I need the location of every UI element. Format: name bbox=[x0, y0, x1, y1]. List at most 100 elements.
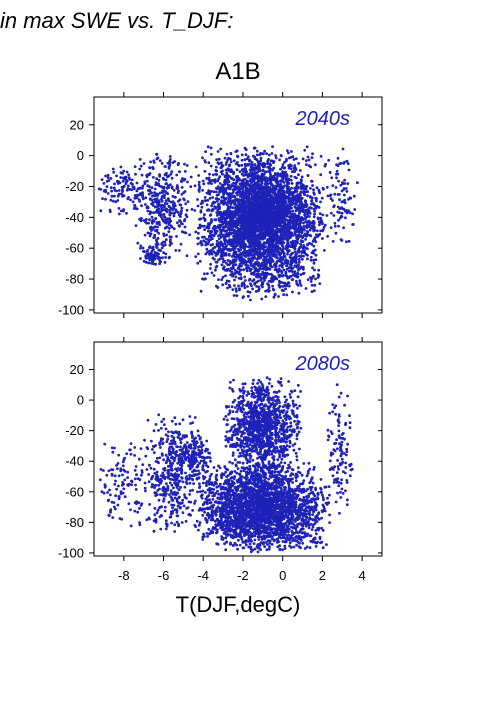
scatter-point bbox=[299, 242, 302, 246]
scatter-point bbox=[216, 252, 220, 256]
scatter-point bbox=[141, 195, 145, 199]
scatter-point bbox=[242, 192, 246, 196]
plot-frame bbox=[93, 96, 383, 314]
scatter-point bbox=[160, 203, 164, 207]
scatter-point bbox=[194, 255, 198, 258]
scatter-point bbox=[283, 220, 287, 224]
scatter-point bbox=[243, 205, 247, 209]
scatter-point bbox=[284, 199, 287, 203]
scatter-point bbox=[289, 216, 292, 220]
scatter-point bbox=[278, 268, 282, 272]
scatter-point bbox=[289, 178, 293, 182]
scatter-point bbox=[306, 233, 309, 237]
scatter-point bbox=[229, 266, 233, 270]
scatter-point bbox=[294, 222, 298, 226]
scatter-point bbox=[265, 189, 268, 193]
scatter-point bbox=[162, 244, 166, 248]
scatter-point bbox=[155, 209, 159, 213]
scatter-point bbox=[174, 208, 178, 212]
scatter-point bbox=[299, 185, 303, 189]
scatter-point bbox=[302, 244, 305, 247]
scatter-point bbox=[346, 162, 350, 166]
scatter-point bbox=[113, 194, 116, 198]
scatter-point bbox=[284, 213, 288, 216]
scatter-point bbox=[337, 218, 340, 222]
scatter-point bbox=[261, 218, 265, 222]
scatter-point bbox=[312, 219, 315, 223]
scatter-point bbox=[237, 284, 240, 288]
scatter-point bbox=[257, 207, 260, 211]
scatter-point bbox=[297, 186, 300, 190]
scatter-point bbox=[178, 249, 181, 252]
scatter-point bbox=[268, 162, 272, 166]
scatter-point bbox=[209, 164, 213, 168]
scatter-point bbox=[272, 275, 276, 278]
scatter-point bbox=[209, 262, 213, 266]
scatter-point bbox=[144, 196, 148, 200]
scatter-point bbox=[231, 191, 235, 194]
y-tick-label: -20 bbox=[65, 179, 84, 194]
scatter-point bbox=[351, 212, 354, 216]
scatter-point bbox=[127, 196, 130, 199]
scatter-point bbox=[168, 255, 171, 259]
scatter-point bbox=[266, 228, 269, 232]
scatter-point bbox=[245, 267, 249, 270]
scatter-point bbox=[252, 225, 256, 229]
scatter-point bbox=[270, 214, 274, 218]
scatter-point bbox=[295, 190, 299, 193]
scatter-point bbox=[297, 260, 301, 264]
scatter-point bbox=[305, 163, 308, 167]
scatter-point bbox=[151, 260, 154, 264]
scatter-point bbox=[271, 145, 274, 149]
scatter-point bbox=[112, 170, 116, 174]
scatter-point bbox=[129, 524, 133, 528]
scatter-point bbox=[244, 244, 248, 248]
scatter-point bbox=[335, 176, 338, 180]
scatter-point bbox=[106, 491, 109, 494]
scatter-point bbox=[229, 196, 233, 200]
scatter-point bbox=[236, 154, 239, 158]
scatter-point bbox=[270, 188, 274, 191]
scatter-point bbox=[110, 468, 113, 471]
scatter-point bbox=[157, 231, 161, 235]
y-tick-label: -60 bbox=[65, 241, 84, 256]
scatter-point bbox=[311, 184, 314, 187]
scatter-point bbox=[306, 257, 309, 261]
scatter-point bbox=[241, 211, 245, 215]
scatter-point bbox=[245, 269, 249, 273]
scatter-point bbox=[274, 199, 278, 203]
scatter-point bbox=[254, 174, 258, 178]
scatter-point bbox=[220, 229, 224, 232]
scatter-point bbox=[277, 191, 281, 194]
scatter-point bbox=[268, 186, 272, 189]
scatter-point bbox=[313, 163, 317, 167]
scatter-point bbox=[234, 252, 238, 256]
scatter-point bbox=[269, 272, 273, 276]
scatter-point bbox=[258, 153, 262, 157]
scatter-point bbox=[332, 205, 336, 209]
scatter-point bbox=[240, 153, 244, 157]
scatter-point bbox=[266, 225, 270, 229]
scatter-point bbox=[190, 208, 194, 211]
scatter-point bbox=[119, 209, 123, 213]
scatter-point bbox=[147, 257, 151, 260]
scatter-point bbox=[182, 191, 186, 195]
scatter-point bbox=[165, 207, 169, 211]
scatter-point bbox=[291, 239, 295, 243]
scatter-point bbox=[264, 203, 268, 207]
scatter-point bbox=[224, 180, 228, 184]
scatter-point bbox=[245, 173, 249, 177]
scatter-point bbox=[274, 193, 277, 197]
scatter-point bbox=[302, 203, 305, 207]
scatter-point bbox=[217, 217, 221, 220]
scatter-point bbox=[249, 262, 253, 265]
scatter-point bbox=[160, 185, 164, 189]
scatter-point bbox=[240, 172, 244, 176]
scatter-point bbox=[310, 251, 314, 255]
scatter-point bbox=[235, 242, 239, 246]
scatter-point bbox=[309, 187, 312, 190]
scatter-point bbox=[194, 230, 198, 234]
scatter-point bbox=[256, 164, 260, 168]
scatter-point bbox=[153, 257, 156, 260]
scatter-point bbox=[304, 185, 308, 189]
